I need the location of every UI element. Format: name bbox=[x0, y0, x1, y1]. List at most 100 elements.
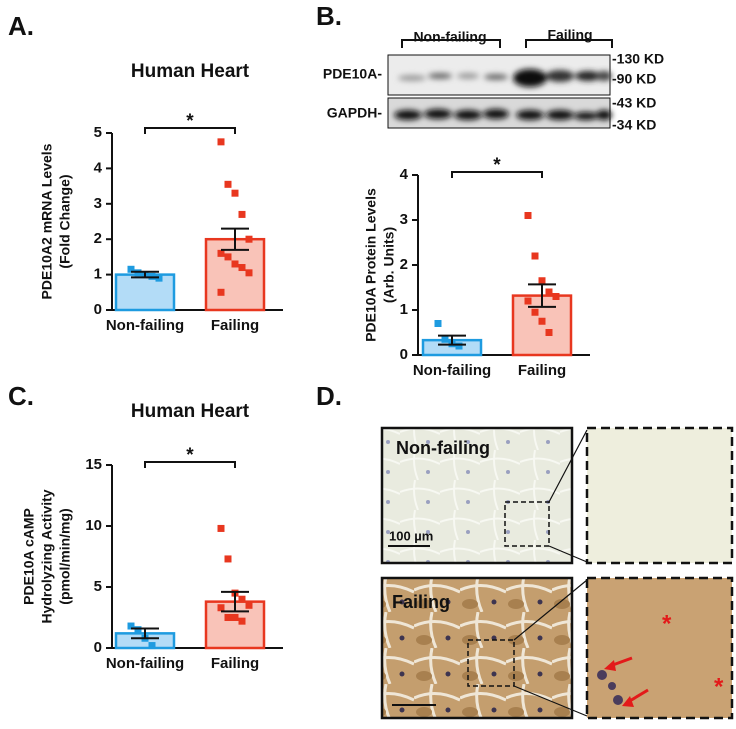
error-bar bbox=[438, 334, 466, 346]
y-axis-label: (Fold Change) bbox=[57, 174, 73, 268]
y-tick-label: 15 bbox=[85, 456, 102, 473]
data-point bbox=[441, 335, 449, 343]
significance: * bbox=[186, 111, 194, 132]
data-point bbox=[231, 614, 239, 621]
data-point bbox=[217, 138, 225, 146]
y-tick-label: 1 bbox=[94, 266, 102, 283]
significance: * bbox=[186, 445, 194, 466]
data-point bbox=[148, 642, 156, 650]
data-point bbox=[455, 342, 463, 350]
data-point bbox=[134, 269, 142, 277]
data-point bbox=[148, 272, 156, 280]
asterisk: * bbox=[714, 673, 724, 700]
y-tick-label: 4 bbox=[400, 166, 409, 183]
blot-marker: -43 KD bbox=[612, 95, 656, 111]
y-axis-label: PDE10A Protein Levels bbox=[363, 188, 379, 342]
panel-label: D. bbox=[316, 381, 342, 411]
data-point bbox=[224, 180, 232, 188]
panel-label: C. bbox=[8, 381, 34, 411]
data-point bbox=[127, 265, 135, 273]
x-tick-label: Failing bbox=[211, 655, 259, 672]
y-tick-label: 0 bbox=[94, 301, 102, 318]
data-point bbox=[434, 320, 442, 327]
x-tick-label: Non-failing bbox=[106, 655, 184, 672]
data-point bbox=[238, 595, 246, 603]
data-point bbox=[231, 189, 239, 197]
y-tick-label: 1 bbox=[400, 301, 408, 318]
y-tick-label: 4 bbox=[94, 159, 103, 176]
y-tick-label: 5 bbox=[94, 124, 102, 141]
blot-group: Non-failing bbox=[413, 29, 486, 45]
error-bar bbox=[131, 270, 159, 279]
panel-label: A. bbox=[8, 11, 34, 41]
chart-title: Human Heart bbox=[131, 61, 250, 82]
y-tick-label: 0 bbox=[400, 346, 408, 363]
x-tick-label: Failing bbox=[211, 317, 259, 334]
blot-marker: -130 KD bbox=[612, 51, 664, 67]
blot-marker: -90 KD bbox=[612, 71, 656, 87]
error-bar bbox=[131, 627, 159, 640]
chart-title: Human Heart bbox=[131, 401, 250, 422]
blot-row: PDE10A- bbox=[323, 66, 382, 82]
data-point bbox=[531, 308, 539, 316]
y-tick-label: 3 bbox=[94, 195, 102, 212]
y-axis-label: (pmol/min/mg) bbox=[57, 508, 73, 604]
histology: Non-failing Failing 100 µm * * bbox=[380, 426, 734, 720]
y-axis-label: Hydrolyzing Activity bbox=[39, 489, 55, 623]
blot-group: Failing bbox=[547, 27, 592, 43]
data-point bbox=[545, 329, 553, 336]
histology-label: Failing bbox=[392, 592, 450, 612]
error-bar bbox=[528, 283, 556, 308]
data-point bbox=[224, 253, 232, 261]
error-bar bbox=[221, 590, 249, 613]
histology-label: Non-failing bbox=[396, 438, 490, 458]
y-axis-label: PDE10A cAMP bbox=[21, 508, 37, 605]
significance-bracket bbox=[451, 171, 543, 178]
data-point bbox=[217, 288, 225, 296]
data-point bbox=[245, 269, 253, 277]
y-tick-label: 3 bbox=[400, 211, 408, 228]
blot-marker: -34 KD bbox=[612, 117, 656, 133]
significance-bracket bbox=[144, 461, 236, 468]
y-tick-label: 2 bbox=[400, 256, 408, 273]
scale-label: 100 µm bbox=[389, 528, 433, 543]
data-point bbox=[217, 604, 225, 612]
data-point bbox=[238, 264, 246, 272]
data-point bbox=[545, 288, 553, 296]
y-axis-label: PDE10A2 mRNA Levels bbox=[39, 143, 55, 299]
data-point bbox=[552, 293, 560, 300]
bar bbox=[114, 273, 176, 312]
asterisk: * bbox=[662, 610, 672, 637]
error-bar bbox=[221, 227, 249, 251]
data-point bbox=[238, 617, 246, 625]
blot-row: GAPDH- bbox=[327, 105, 383, 121]
data-point bbox=[531, 252, 539, 260]
data-point bbox=[217, 524, 225, 532]
data-point bbox=[524, 212, 532, 219]
data-point bbox=[524, 297, 532, 305]
panel-label: B. bbox=[316, 1, 342, 31]
bar bbox=[204, 237, 266, 312]
data-point bbox=[238, 210, 246, 218]
y-tick-label: 10 bbox=[85, 517, 102, 534]
data-point bbox=[231, 260, 239, 268]
data-point bbox=[538, 277, 546, 285]
y-tick-label: 5 bbox=[94, 578, 102, 595]
x-tick-label: Non-failing bbox=[413, 362, 491, 379]
y-axis-label: (Arb. Units) bbox=[381, 227, 397, 303]
x-tick-label: Failing bbox=[518, 362, 566, 379]
data-point bbox=[245, 601, 253, 609]
data-point bbox=[224, 614, 232, 621]
significance-bracket bbox=[144, 127, 236, 134]
data-point bbox=[224, 555, 232, 563]
y-tick-label: 0 bbox=[94, 639, 102, 656]
data-point bbox=[134, 626, 142, 634]
western-blot: Non-failing Failing PDE10A- GAPDH- -130 … bbox=[323, 27, 664, 133]
data-point bbox=[127, 622, 135, 630]
data-point bbox=[538, 317, 546, 325]
x-tick-label: Non-failing bbox=[106, 317, 184, 334]
y-tick-label: 2 bbox=[94, 230, 102, 247]
data-point bbox=[245, 235, 253, 243]
significance: * bbox=[493, 155, 501, 176]
